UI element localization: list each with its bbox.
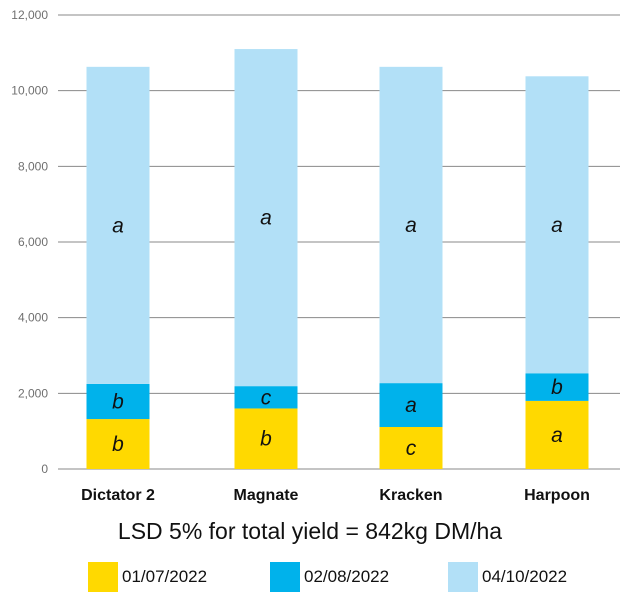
gridlines xyxy=(58,14,620,470)
significance-letter: a xyxy=(551,214,563,237)
significance-letter: c xyxy=(261,386,272,409)
significance-letter: b xyxy=(551,376,563,399)
bar-segment-2 xyxy=(525,373,589,401)
bar-segment-2 xyxy=(234,386,298,409)
y-tick-label: 10,000 xyxy=(11,84,48,98)
legend-label: 02/08/2022 xyxy=(304,567,390,586)
y-tick-label: 8,000 xyxy=(18,159,48,173)
significance-letter: a xyxy=(260,207,272,230)
bar-segment-3 xyxy=(86,66,150,384)
legend-label: 04/10/2022 xyxy=(482,567,568,586)
significance-letter: b xyxy=(260,428,272,451)
significance-letter: a xyxy=(405,214,417,237)
bar-segment-2 xyxy=(379,383,443,428)
bar-segment-1 xyxy=(86,419,150,469)
y-tick-label: 0 xyxy=(41,462,48,476)
y-tick-label: 12,000 xyxy=(11,8,48,22)
legend-item: 01/07/2022 xyxy=(88,562,207,592)
bar-segment-2 xyxy=(86,383,150,420)
bar-segment-3 xyxy=(525,76,589,374)
bar-segment-3 xyxy=(234,49,298,387)
legend-swatch xyxy=(448,562,478,592)
legend-label: 01/07/2022 xyxy=(122,567,208,586)
category-label: Magnate xyxy=(234,487,299,504)
y-tick-label: 6,000 xyxy=(18,235,48,249)
y-axis-ticks: 0 2,000 4,000 6,000 8,000 10,000 12,000 xyxy=(11,8,48,476)
legend: 01/07/2022 02/08/2022 04/10/2022 xyxy=(0,562,620,592)
category-label: Kracken xyxy=(379,487,442,504)
significance-letter: a xyxy=(405,394,417,417)
significance-letter: b xyxy=(112,433,124,456)
y-tick-label: 4,000 xyxy=(18,311,48,325)
bar-segment-1 xyxy=(525,400,589,469)
category-label: Harpoon xyxy=(524,487,590,504)
x-axis-categories: Dictator 2 Magnate Kracken Harpoon xyxy=(81,487,590,504)
lsd-note: LSD 5% for total yield = 842kg DM/ha xyxy=(117,518,503,544)
bar-segment-1 xyxy=(379,427,443,469)
bars xyxy=(86,49,589,469)
legend-swatch xyxy=(270,562,300,592)
significance-letter: a xyxy=(112,214,124,237)
legend-item: 02/08/2022 xyxy=(270,562,389,592)
significance-letter: b xyxy=(112,390,124,413)
significance-letter: a xyxy=(551,424,563,447)
significance-letter: c xyxy=(406,437,417,460)
legend-swatch xyxy=(88,562,118,592)
legend-item: 04/10/2022 xyxy=(448,562,567,592)
category-label: Dictator 2 xyxy=(81,487,155,504)
y-tick-label: 2,000 xyxy=(18,386,48,400)
bar-segment-3 xyxy=(379,66,443,384)
bar-segment-1 xyxy=(234,408,298,469)
